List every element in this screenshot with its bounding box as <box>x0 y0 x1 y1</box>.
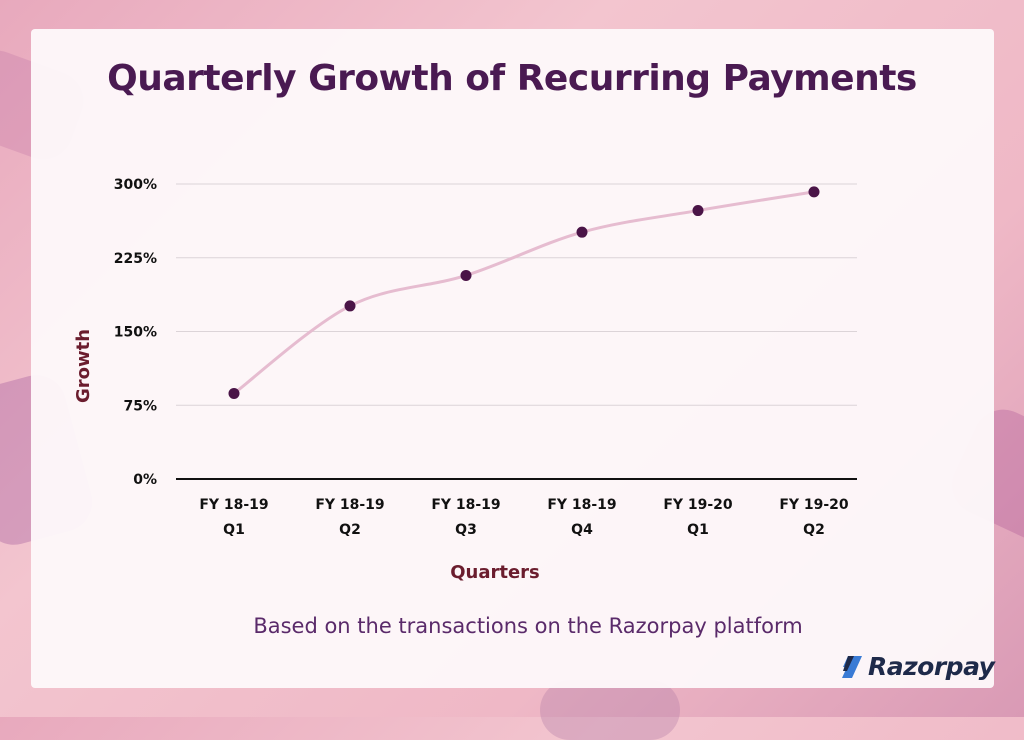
x-tick-label-line: FY 18-19 <box>315 497 384 513</box>
x-axis-label: Quarters <box>450 562 540 583</box>
y-tick-label: 300% <box>114 177 157 193</box>
brand-name: Razorpay <box>868 652 995 681</box>
y-axis-label: Growth <box>73 329 94 403</box>
x-tick-label: FY 18-19 Q1 <box>199 497 268 538</box>
x-tick-label-line: Q4 <box>571 522 593 538</box>
grid-lines <box>176 183 857 406</box>
x-tick-label-line: Q2 <box>803 522 825 538</box>
data-points <box>228 186 820 399</box>
data-point <box>808 186 820 198</box>
x-tick-label: FY 18-19 Q2 <box>315 497 384 538</box>
y-axis-ticks: 0% 75% 150% 225% 300% <box>114 177 157 488</box>
x-tick-label-line: FY 18-19 <box>547 497 616 513</box>
x-tick-label: FY 18-19 Q4 <box>547 497 616 538</box>
x-tick-label-line: FY 19-20 <box>779 497 849 513</box>
y-tick-label: 0% <box>133 472 157 488</box>
series-line <box>232 190 816 395</box>
x-tick-label: FY 19-20 Q2 <box>779 497 849 538</box>
data-point <box>460 269 472 281</box>
y-tick-label: 225% <box>114 251 157 267</box>
chart-title: Quarterly Growth of Recurring Payments <box>107 58 917 99</box>
x-tick-label-line: FY 18-19 <box>199 497 268 513</box>
x-tick-label-line: Q3 <box>455 522 477 538</box>
x-tick-label: FY 19-20 Q1 <box>663 497 733 538</box>
y-tick-label: 75% <box>123 398 157 414</box>
x-tick-label: FY 18-19 Q3 <box>431 497 500 538</box>
data-point <box>692 205 704 217</box>
data-point <box>576 226 588 238</box>
razorpay-logo: Razorpay <box>838 652 995 681</box>
chart-card <box>31 29 994 688</box>
x-tick-label-line: FY 19-20 <box>663 497 733 513</box>
x-tick-label-line: Q1 <box>223 522 245 538</box>
x-tick-label-line: FY 18-19 <box>431 497 500 513</box>
x-tick-label-line: Q1 <box>687 522 709 538</box>
data-point <box>344 300 356 312</box>
chart-caption: Based on the transactions on the Razorpa… <box>253 614 803 638</box>
x-tick-label-line: Q2 <box>339 522 361 538</box>
razorpay-logo-icon <box>842 655 862 678</box>
y-tick-label: 150% <box>114 325 157 341</box>
data-point <box>228 387 240 399</box>
x-axis-ticks: FY 18-19 Q1 FY 18-19 Q2 FY 18-19 Q3 FY 18-19 Q4… <box>199 497 849 538</box>
